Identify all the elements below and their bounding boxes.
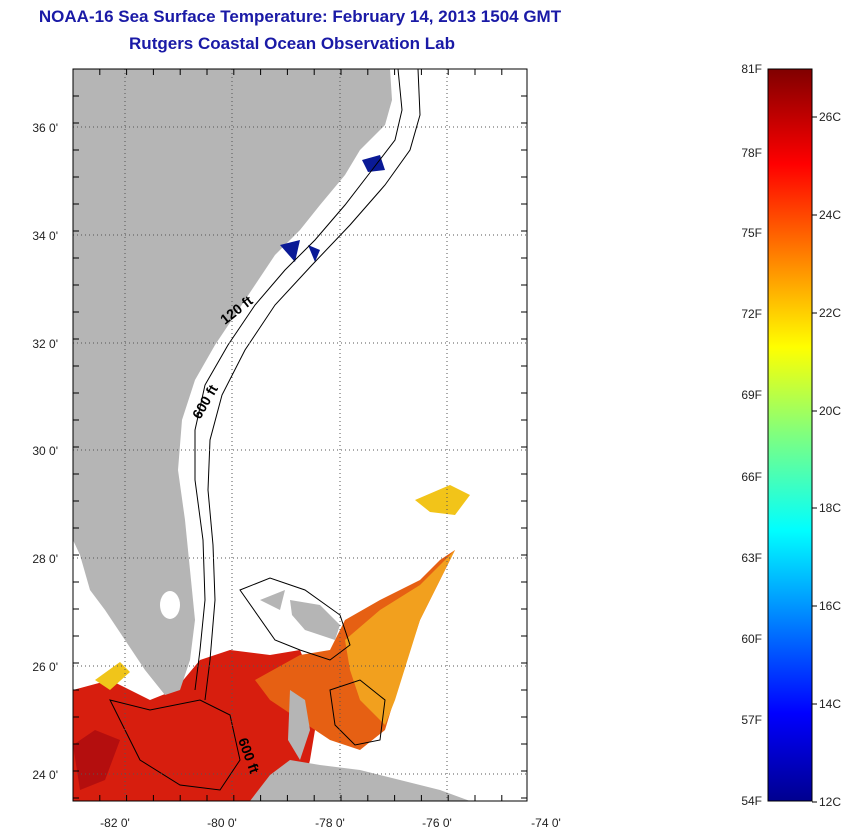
sst-deep-red-patch	[73, 730, 120, 790]
map-ticks	[72, 68, 527, 801]
land-cuba	[250, 760, 470, 801]
contour-600ft	[204, 69, 421, 701]
colorbar-c-label: 12C	[819, 795, 841, 809]
sst-yellow-patch	[415, 485, 470, 515]
lon-tick-label: -74 0'	[531, 816, 561, 830]
colorbar-f-label: 66F	[741, 470, 762, 484]
lat-tick-label: 36 0'	[32, 121, 58, 135]
contour-bahamas-east	[329, 679, 386, 746]
colorbar-f-label: 54F	[741, 794, 762, 808]
lake-moultrie	[308, 245, 320, 262]
map-title: NOAA-16 Sea Surface Temperature: Februar…	[38, 7, 562, 26]
colorbar-f-label: 78F	[741, 146, 762, 160]
land-bahamas-small	[260, 590, 285, 610]
land-andros-island	[288, 690, 310, 760]
lat-tick-label: 26 0'	[32, 660, 58, 674]
lat-tick-label: 34 0'	[32, 229, 58, 243]
contour-120ft	[194, 69, 403, 691]
lon-tick-label: -78 0'	[315, 816, 345, 830]
sst-amber-band	[345, 550, 455, 725]
lon-tick-label: -80 0'	[207, 816, 237, 830]
colorbar-f-label: 63F	[741, 551, 762, 565]
colorbar-f-label: 75F	[741, 226, 762, 240]
map-subtitle: Rutgers Coastal Ocean Observation Lab	[129, 34, 455, 53]
colorbar-f-label: 69F	[741, 388, 762, 402]
colorbar-f-label: 81F	[741, 62, 762, 76]
colorbar-c-label: 22C	[819, 306, 841, 320]
lat-tick-label: 32 0'	[32, 337, 58, 351]
colorbar-c-label: 18C	[819, 501, 841, 515]
lat-tick-label: 28 0'	[32, 552, 58, 566]
colorbar-c-label: 26C	[819, 110, 841, 124]
contour-keys	[109, 699, 241, 791]
colorbar-c-label: 14C	[819, 697, 841, 711]
land-bahamas	[290, 600, 340, 640]
colorbar-c-label: 16C	[819, 599, 841, 613]
colorbar-f-label: 57F	[741, 713, 762, 727]
colorbar-c-label: 20C	[819, 404, 841, 418]
contour-bahamas	[239, 577, 351, 661]
lat-tick-label: 24 0'	[32, 768, 58, 782]
lon-tick-label: -76 0'	[422, 816, 452, 830]
colorbar-f-label: 60F	[741, 632, 762, 646]
colorbar-f-label: 72F	[741, 307, 762, 321]
lon-tick-label: -82 0'	[100, 816, 130, 830]
colorbar	[767, 68, 813, 802]
sst-warm-region	[73, 650, 320, 801]
pamlico-sound	[362, 155, 385, 172]
land-us-east-coast	[73, 69, 392, 695]
lake-marion	[280, 240, 300, 262]
lat-tick-label: 30 0'	[32, 444, 58, 458]
sst-yellow-patch	[95, 662, 130, 690]
colorbar-c-label: 24C	[819, 208, 841, 222]
lake-okeechobee	[160, 591, 180, 619]
map-frame	[72, 68, 528, 802]
